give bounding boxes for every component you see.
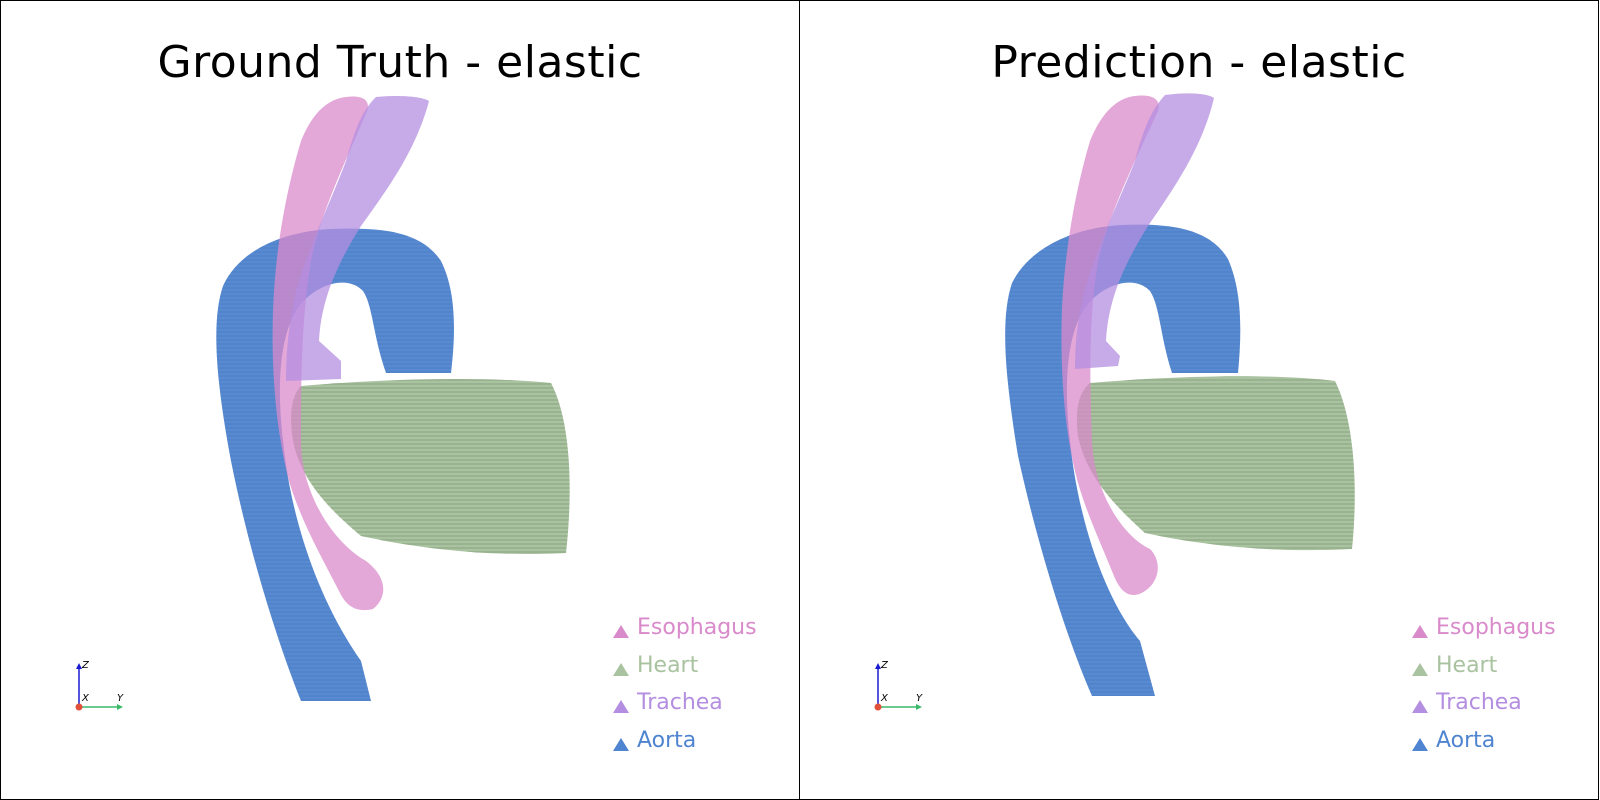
legend-label: Aorta [1436, 727, 1496, 753]
triangle-icon [1412, 662, 1428, 676]
triangle-icon [613, 625, 629, 639]
legend-label: Heart [637, 652, 699, 678]
legend-label: Trachea [637, 690, 723, 716]
legend-item-heart: Heart [1412, 647, 1556, 685]
panel-title: Prediction - elastic [991, 37, 1407, 88]
triangle-icon [613, 662, 629, 676]
axis-label-x: X [880, 693, 889, 704]
legend-label: Esophagus [637, 615, 757, 641]
esophagus-mesh [1061, 95, 1159, 596]
axis-label-y: Y [117, 693, 124, 704]
viewport-ground-truth[interactable]: Ground Truth - elastic [0, 0, 800, 800]
axis-label-z: Z [880, 661, 889, 671]
legend-label: Heart [1436, 652, 1498, 678]
axis-label-z: Z [81, 661, 90, 671]
legend-item-aorta: Aorta [1412, 722, 1556, 760]
legend-item-trachea: Trachea [613, 684, 757, 722]
triangle-icon [1412, 625, 1428, 639]
axis-label-x: X [81, 693, 90, 704]
legend-item-aorta: Aorta [613, 722, 757, 760]
legend-label: Trachea [1436, 690, 1522, 716]
triangle-icon [613, 737, 629, 751]
legend-item-esophagus: Esophagus [1412, 609, 1556, 647]
heart-mesh [291, 379, 570, 555]
trachea-mesh [1075, 93, 1214, 369]
organ-render-scene[interactable] [1, 1, 799, 799]
legend-label: Aorta [637, 727, 697, 753]
organ-render-scene[interactable] [800, 1, 1598, 799]
orientation-axes-widget: Z X Y [874, 661, 923, 711]
trachea-mesh [286, 96, 429, 382]
legend-item-esophagus: Esophagus [613, 609, 757, 647]
legend: Esophagus Heart Trachea Aorta [1412, 609, 1556, 759]
viewport-prediction[interactable]: Prediction - elastic [799, 0, 1599, 800]
legend-item-trachea: Trachea [1412, 684, 1556, 722]
triangle-icon [1412, 737, 1428, 751]
legend: Esophagus Heart Trachea Aorta [613, 609, 757, 759]
panel-title: Ground Truth - elastic [157, 37, 643, 88]
legend-label: Esophagus [1436, 615, 1556, 641]
triangle-icon [1412, 700, 1428, 714]
heart-mesh [1076, 376, 1355, 551]
legend-item-heart: Heart [613, 647, 757, 685]
triangle-icon [613, 700, 629, 714]
esophagus-mesh [272, 96, 384, 611]
axis-label-y: Y [916, 693, 923, 704]
orientation-axes-widget: Z X Y [75, 661, 124, 711]
